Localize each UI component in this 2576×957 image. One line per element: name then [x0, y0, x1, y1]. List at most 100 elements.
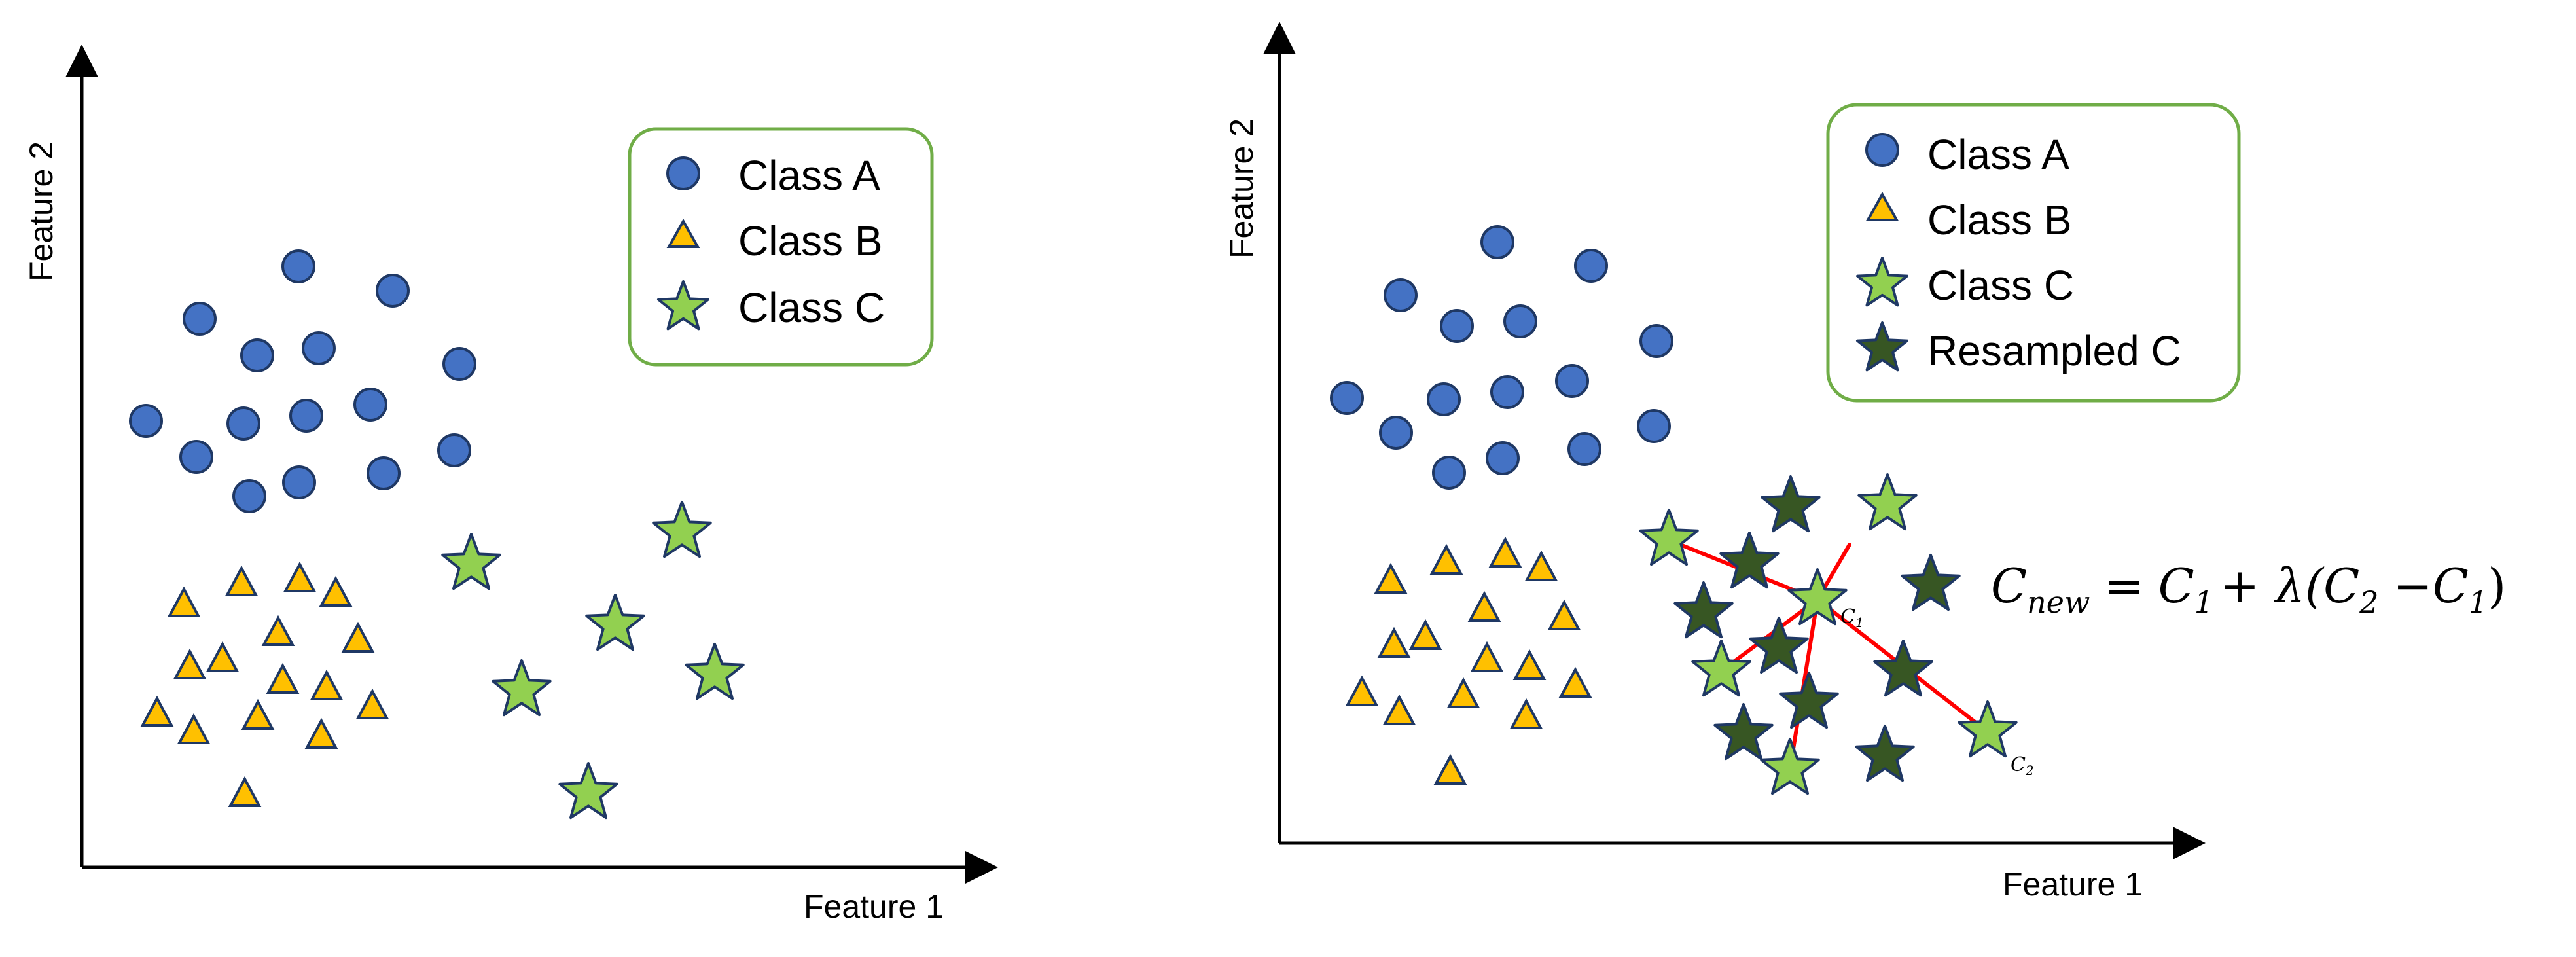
left-legend-box: [628, 127, 934, 367]
legend-star: [1856, 257, 1908, 307]
class-b-point: [140, 695, 174, 727]
class-c-point: [1787, 568, 1848, 626]
resampled-c-point: [1873, 640, 1933, 697]
star-icon: [1856, 257, 1908, 307]
class-a-point: [240, 338, 274, 372]
class-a-point: [179, 440, 213, 474]
class-c-point: [441, 533, 501, 590]
class-a-point: [282, 465, 316, 499]
legend-star: [657, 280, 709, 331]
class-a-point: [1486, 441, 1520, 475]
class-b-point: [228, 776, 262, 807]
class-a-point: [1555, 364, 1589, 398]
class-a-point: [183, 302, 217, 336]
resampled-c-point: [1719, 532, 1780, 589]
right-legend: Class A Class B Class C Resampled C: [1826, 103, 2241, 403]
left-y-axis-label: Feature 2: [23, 141, 60, 281]
right-legend-label-class-a: Class A: [1927, 131, 2069, 178]
class-a-point: [367, 456, 401, 490]
class-b-point: [1524, 550, 1558, 581]
class-a-point: [1637, 409, 1671, 443]
class-a-point: [1384, 278, 1418, 312]
left-x-axis-label: Feature 1: [804, 888, 944, 925]
class-b-point: [1374, 562, 1408, 594]
right-legend-box: [1826, 103, 2241, 403]
resampled-c-point: [1901, 554, 1961, 611]
star-icon: [657, 280, 709, 331]
point-label-c1: C1: [1840, 605, 1864, 630]
left-legend-label-class-a: Class A: [738, 152, 880, 199]
class-b-point: [319, 575, 353, 607]
class-b-point: [1470, 641, 1504, 672]
class-c-point: [558, 762, 618, 820]
class-a-point: [1490, 375, 1524, 409]
class-a-point: [1330, 381, 1364, 415]
class-b-point: [1488, 536, 1522, 568]
class-c-point: [1639, 509, 1699, 566]
class-a-point: [442, 347, 476, 381]
class-b-point: [1467, 590, 1501, 622]
class-b-point: [1382, 694, 1416, 725]
class-b-point: [1547, 599, 1581, 630]
class-b-point: [283, 561, 317, 592]
class-a-point: [226, 406, 260, 441]
class-b-point: [1408, 619, 1442, 650]
right-data-points: [1330, 225, 2018, 795]
class-b-point: [1429, 543, 1463, 575]
right-x-axis-label: Feature 1: [2003, 866, 2143, 903]
right-legend-label-class-b: Class B: [1927, 196, 2072, 244]
class-b-point: [1446, 677, 1480, 708]
class-b-point: [310, 669, 344, 700]
class-a-point: [1432, 456, 1466, 490]
class-b-point: [206, 641, 240, 672]
right-legend-label-resampled-c: Resampled C: [1927, 327, 2181, 374]
class-c-point: [1857, 473, 1918, 531]
class-b-point: [304, 717, 338, 749]
class-b-point: [173, 648, 207, 679]
class-a-point: [1440, 309, 1474, 343]
left-panel: Feature 1 Feature 2 Class A Class B Clas…: [23, 45, 998, 925]
class-a-point: [1574, 249, 1608, 283]
left-legend-label-class-b: Class B: [738, 217, 883, 264]
class-c-point: [492, 659, 552, 717]
class-b-point: [1512, 649, 1547, 680]
class-b-point: [224, 565, 259, 596]
class-c-point: [1958, 700, 2018, 758]
class-b-point: [261, 615, 295, 646]
resampled-c-point: [1713, 703, 1774, 761]
legend-dark-star: [1856, 321, 1908, 372]
class-a-point: [1427, 382, 1461, 416]
right-legend-label-class-c: Class C: [1927, 262, 2074, 309]
class-c-point: [585, 594, 645, 651]
class-c-point: [652, 501, 712, 558]
class-c-point: [1691, 640, 1751, 697]
right-y-axis-label: Feature 2: [1223, 118, 1260, 259]
triangle-icon: [666, 218, 700, 248]
right-panel: Feature 1 Feature 2 C1 C2 Cnew = C1 + λ(C2 −C…: [1223, 22, 2506, 903]
triangle-icon: [1865, 191, 1899, 221]
dark-star-icon: [1856, 321, 1908, 372]
class-a-point: [353, 388, 387, 422]
circle-icon: [666, 156, 700, 190]
class-c-point: [1760, 738, 1820, 795]
class-b-point: [266, 662, 300, 694]
class-a-point: [289, 399, 323, 433]
class-a-point: [1503, 304, 1537, 338]
class-a-point: [437, 433, 471, 467]
class-a-point: [1480, 225, 1514, 259]
class-a-point: [232, 479, 266, 513]
class-b-point: [1509, 698, 1543, 729]
class-b-point: [167, 586, 201, 617]
class-a-point: [1379, 416, 1413, 450]
class-b-point: [1345, 675, 1379, 706]
left-data-points: [129, 249, 745, 820]
smote-formula: Cnew = C1 + λ(C2 −C1): [1991, 558, 2506, 620]
class-b-point: [1377, 626, 1411, 658]
interpolation-line: [1719, 598, 1819, 673]
resampled-c-point: [1749, 617, 1809, 674]
left-legend-label-class-c: Class C: [738, 284, 885, 331]
class-a-point: [1567, 432, 1601, 466]
resampled-c-point: [1761, 475, 1821, 533]
